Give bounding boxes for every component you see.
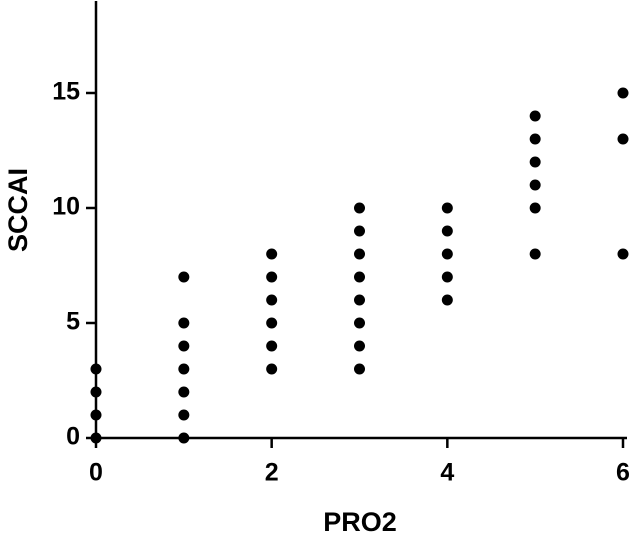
point <box>354 271 365 283</box>
point <box>90 386 102 398</box>
point <box>354 225 365 237</box>
point <box>441 294 453 306</box>
point <box>441 248 453 260</box>
point <box>354 363 365 375</box>
y-tick-label: 10 <box>52 193 80 221</box>
point <box>529 248 541 260</box>
y-tick-label: 0 <box>66 423 80 451</box>
point <box>178 432 190 444</box>
point <box>90 363 102 375</box>
point <box>90 432 102 444</box>
y-tick-label: 15 <box>52 78 80 106</box>
x-tick-label: 6 <box>616 459 630 487</box>
point <box>178 317 190 329</box>
point <box>441 225 453 237</box>
point <box>354 202 365 214</box>
point <box>178 271 190 283</box>
point <box>178 409 190 421</box>
y-tick-label: 5 <box>66 308 80 336</box>
point <box>266 317 278 329</box>
point <box>441 202 453 214</box>
point <box>90 409 102 421</box>
y-axis-title: SCCAI <box>3 168 33 252</box>
point <box>266 271 278 283</box>
x-tick-label: 2 <box>265 459 279 487</box>
point <box>354 340 365 352</box>
point <box>266 340 278 352</box>
point <box>529 202 541 214</box>
point <box>354 317 365 329</box>
point <box>178 363 190 375</box>
x-tick-label: 0 <box>89 459 103 487</box>
point <box>178 386 190 398</box>
point <box>529 110 541 122</box>
point <box>529 179 541 191</box>
point <box>529 156 541 168</box>
point <box>354 294 365 306</box>
x-axis-title: PRO2 <box>323 507 397 537</box>
point <box>266 294 278 306</box>
point <box>266 363 278 375</box>
point <box>617 87 629 99</box>
point <box>617 248 629 260</box>
point <box>178 340 190 352</box>
point <box>441 271 453 283</box>
point <box>266 248 278 260</box>
point <box>354 248 365 260</box>
x-tick-label: 4 <box>440 459 454 487</box>
point <box>529 133 541 145</box>
point <box>617 133 629 145</box>
